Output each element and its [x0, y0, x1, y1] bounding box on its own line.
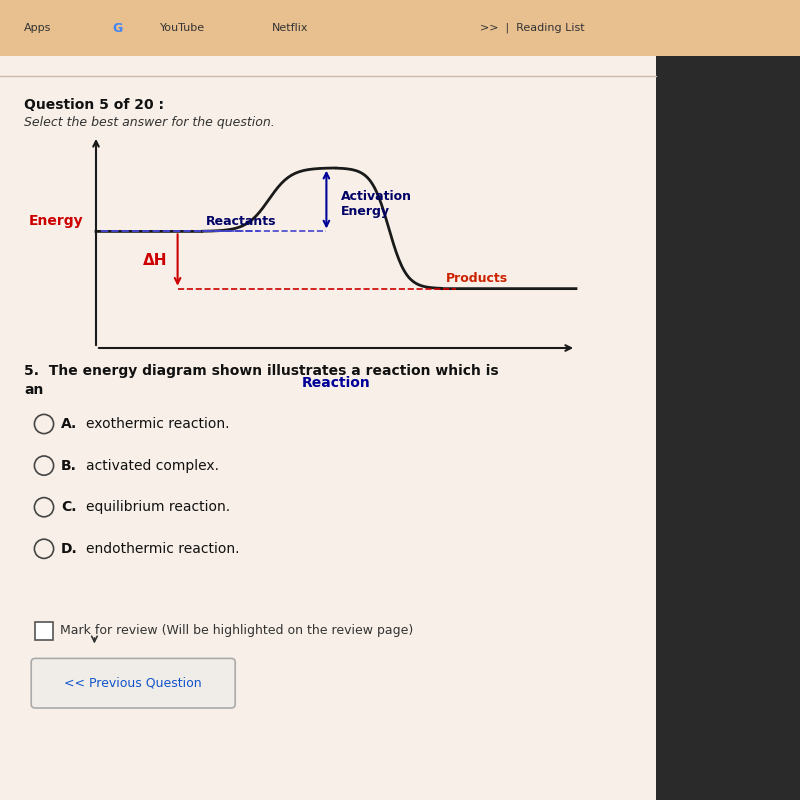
Text: 5.  The energy diagram shown illustrates a reaction which is
an: 5. The energy diagram shown illustrates … [24, 364, 498, 398]
Bar [35, 622, 53, 640]
Text: activated complex.: activated complex. [86, 458, 219, 473]
Text: Activation
Energy: Activation Energy [341, 190, 412, 218]
Bar [0, 56, 656, 800]
Text: D.: D. [61, 542, 78, 556]
Text: Netflix: Netflix [272, 23, 309, 33]
Text: A.: A. [61, 417, 77, 431]
Text: Reaction: Reaction [302, 376, 370, 390]
Text: YouTube: YouTube [160, 23, 205, 33]
Bar [656, 0, 800, 800]
FancyBboxPatch shape [31, 658, 235, 708]
Text: G: G [112, 22, 122, 34]
Text: C.: C. [61, 500, 76, 514]
Text: >>  |  Reading List: >> | Reading List [480, 22, 585, 34]
Text: B.: B. [61, 458, 77, 473]
Text: Apps: Apps [24, 23, 51, 33]
Text: Question 5 of 20 :: Question 5 of 20 : [24, 98, 164, 111]
Text: Energy: Energy [29, 214, 83, 228]
Text: equilibrium reaction.: equilibrium reaction. [86, 500, 230, 514]
Text: Reactants: Reactants [206, 215, 276, 228]
Text: endothermic reaction.: endothermic reaction. [86, 542, 240, 556]
Text: exothermic reaction.: exothermic reaction. [86, 417, 230, 431]
Text: Select the best answer for the question.: Select the best answer for the question. [24, 116, 274, 129]
Text: << Previous Question: << Previous Question [64, 677, 202, 690]
Text: Products: Products [446, 273, 508, 286]
Text: ΔH: ΔH [143, 253, 167, 267]
Text: Mark for review (Will be highlighted on the review page): Mark for review (Will be highlighted on … [60, 624, 414, 637]
FancyBboxPatch shape [0, 0, 800, 56]
